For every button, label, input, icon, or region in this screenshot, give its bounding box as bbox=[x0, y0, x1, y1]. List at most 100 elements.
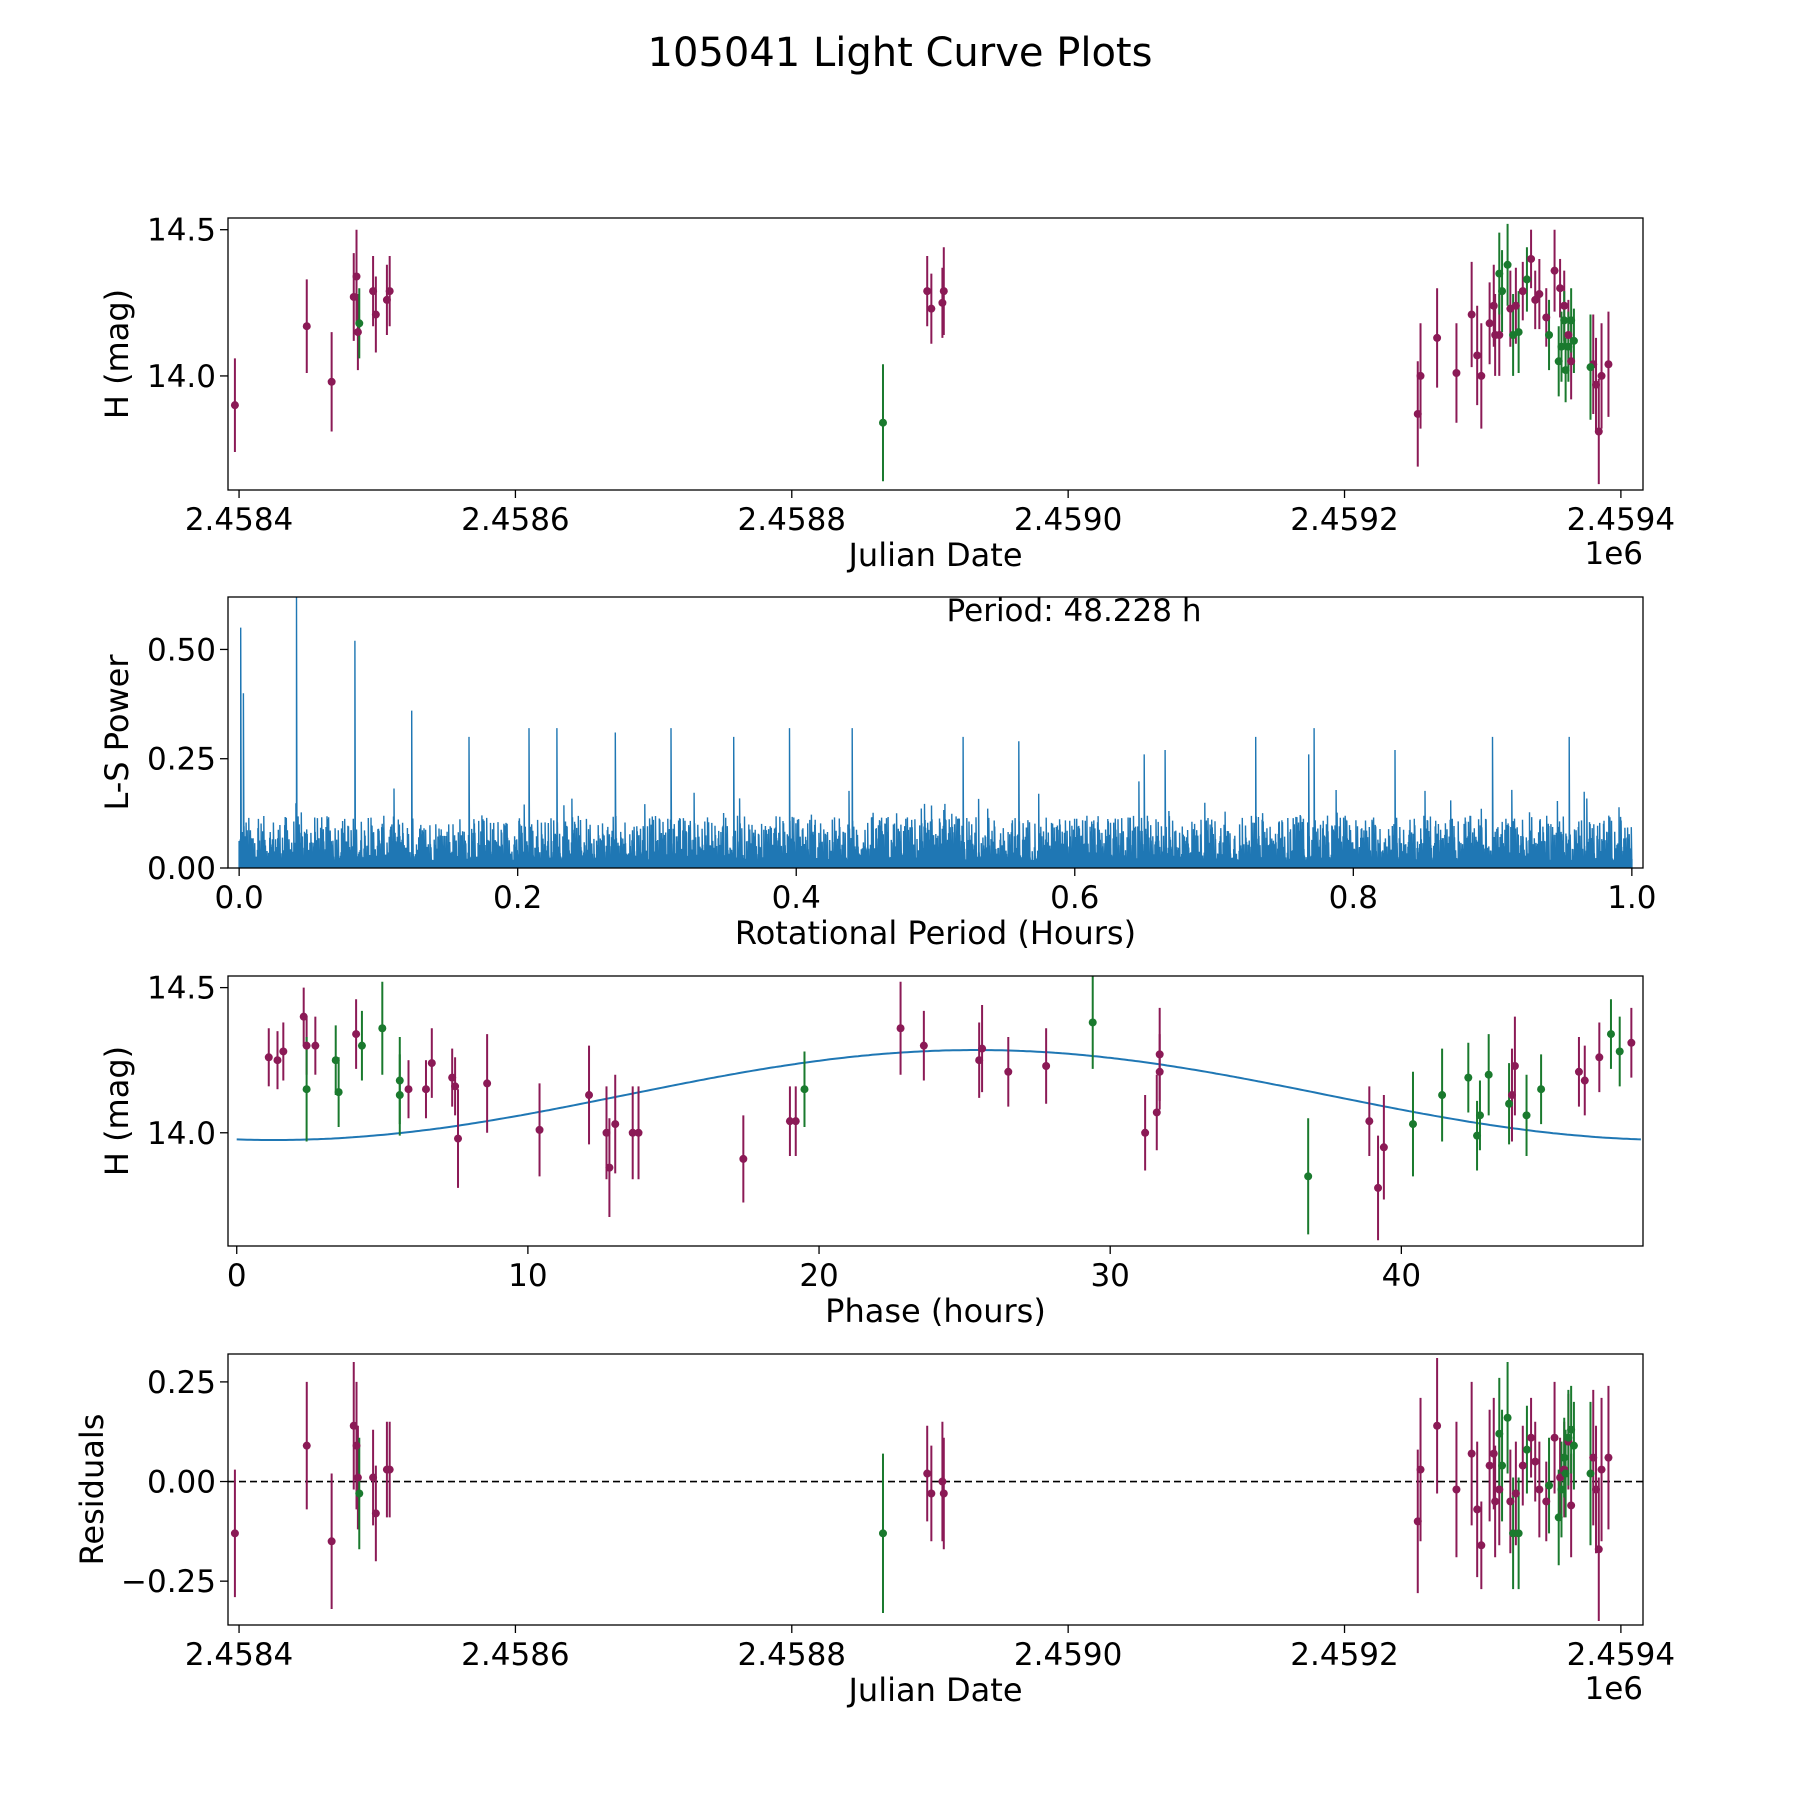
data-point bbox=[939, 287, 948, 296]
x-tick-label: 2.4594 bbox=[1567, 1637, 1675, 1673]
data-point bbox=[1507, 1091, 1516, 1100]
data-point bbox=[1569, 336, 1578, 345]
data-point bbox=[1560, 301, 1569, 310]
data-point bbox=[1511, 1489, 1520, 1498]
data-point bbox=[1567, 316, 1576, 325]
data-point bbox=[1594, 1545, 1603, 1554]
data-point bbox=[1627, 1038, 1636, 1047]
data-point bbox=[369, 287, 378, 296]
data-point bbox=[353, 1473, 362, 1482]
data-point bbox=[395, 1076, 404, 1085]
data-point bbox=[1503, 1413, 1512, 1422]
data-point bbox=[1509, 1529, 1518, 1538]
data-point bbox=[1589, 1453, 1598, 1462]
data-point bbox=[1495, 269, 1504, 278]
data-point bbox=[1514, 328, 1523, 337]
data-point bbox=[878, 418, 887, 427]
data-point bbox=[355, 319, 364, 328]
data-point bbox=[1506, 1497, 1515, 1506]
data-point bbox=[1503, 260, 1512, 269]
data-point bbox=[299, 1012, 308, 1021]
x-tick-label: 2.4590 bbox=[1014, 502, 1122, 538]
data-point bbox=[1485, 319, 1494, 328]
x-tick-label: 0.2 bbox=[493, 880, 542, 916]
x-tick-label: 2.4586 bbox=[461, 502, 569, 538]
data-point bbox=[1452, 1485, 1461, 1494]
data-point bbox=[279, 1047, 288, 1056]
plot-area bbox=[228, 1357, 1643, 1622]
data-point bbox=[1531, 295, 1540, 304]
data-point bbox=[1560, 1453, 1569, 1462]
x-tick-label: 2.4584 bbox=[185, 1637, 293, 1673]
data-point bbox=[1510, 1062, 1519, 1070]
y-tick-label: 0.25 bbox=[147, 742, 216, 778]
data-point bbox=[1518, 1461, 1527, 1470]
data-point bbox=[1545, 1481, 1554, 1490]
panel-periodogram: 0.0 0.2 0.4 0.6 0.8 1.0 0.00 0.25 0.50 Rotational… bbox=[98, 593, 1657, 952]
data-point bbox=[385, 287, 394, 296]
data-point bbox=[1155, 1067, 1164, 1076]
data-point bbox=[385, 1465, 394, 1474]
data-point bbox=[938, 298, 947, 307]
data-point bbox=[938, 1477, 947, 1486]
x-tick-label: 2.4586 bbox=[461, 1637, 569, 1673]
data-point bbox=[602, 1128, 611, 1137]
axes-frame bbox=[227, 975, 1644, 1247]
data-point bbox=[1433, 333, 1442, 342]
data-point bbox=[585, 1091, 594, 1100]
data-point bbox=[800, 1085, 809, 1094]
data-point bbox=[1564, 330, 1573, 339]
panel-residuals: 2.4584 2.4586 2.4588 2.4590 2.4592 2.4594 0.25… bbox=[73, 1353, 1675, 1709]
data-point bbox=[371, 1509, 380, 1518]
data-point bbox=[1416, 1465, 1425, 1474]
data-point bbox=[355, 1489, 364, 1498]
data-point bbox=[349, 292, 358, 301]
y-tick-label: 14.0 bbox=[147, 1116, 216, 1152]
data-point bbox=[1491, 1497, 1500, 1506]
x-offset-label: 1e6 bbox=[1584, 1671, 1643, 1707]
data-point bbox=[919, 1041, 928, 1050]
data-point bbox=[334, 1088, 343, 1097]
y-axis-label: Residuals bbox=[73, 1414, 111, 1566]
data-point bbox=[1304, 1172, 1313, 1181]
y-axis-label: L-S Power bbox=[98, 654, 136, 811]
y-tick-label: 0.50 bbox=[147, 632, 216, 668]
data-point bbox=[535, 1125, 544, 1134]
model-fit-curve bbox=[236, 1049, 1641, 1141]
data-point bbox=[454, 1134, 463, 1143]
x-tick-label: 0.4 bbox=[772, 880, 821, 916]
x-tick-label: 1.0 bbox=[1607, 880, 1656, 916]
axes-frame bbox=[227, 596, 1644, 869]
data-point bbox=[1489, 1449, 1498, 1458]
data-point bbox=[791, 1117, 800, 1126]
data-point bbox=[1569, 1441, 1578, 1450]
data-point bbox=[371, 310, 380, 319]
data-point bbox=[1484, 1070, 1493, 1079]
data-point bbox=[1527, 1433, 1536, 1442]
data-point bbox=[1467, 310, 1476, 319]
data-point bbox=[352, 1030, 361, 1039]
axes-frame bbox=[227, 1353, 1644, 1626]
x-tick-label: 40 bbox=[1382, 1258, 1421, 1294]
figure-title: 105041 Light Curve Plots bbox=[648, 30, 1153, 76]
data-point bbox=[1416, 371, 1425, 380]
data-point bbox=[1567, 1501, 1576, 1510]
data-point bbox=[1495, 1485, 1504, 1494]
data-point bbox=[1152, 1108, 1161, 1117]
data-point bbox=[1374, 1183, 1383, 1192]
y-tick-label: 14.0 bbox=[147, 359, 216, 395]
data-point bbox=[1594, 427, 1603, 436]
data-point bbox=[1477, 1541, 1486, 1550]
x-tick-label: 20 bbox=[799, 1258, 838, 1294]
data-point bbox=[273, 1056, 282, 1065]
x-tick-label: 2.4584 bbox=[185, 502, 293, 538]
data-point bbox=[1592, 1485, 1601, 1494]
data-point bbox=[1473, 1505, 1482, 1514]
y-tick-label: 0.25 bbox=[147, 1365, 216, 1401]
x-tick-label: 2.4588 bbox=[738, 502, 846, 538]
data-point bbox=[1550, 266, 1559, 275]
data-point bbox=[427, 1059, 436, 1068]
data-point bbox=[483, 1079, 492, 1088]
data-point bbox=[1438, 1091, 1447, 1100]
periodogram-line bbox=[238, 597, 1633, 868]
